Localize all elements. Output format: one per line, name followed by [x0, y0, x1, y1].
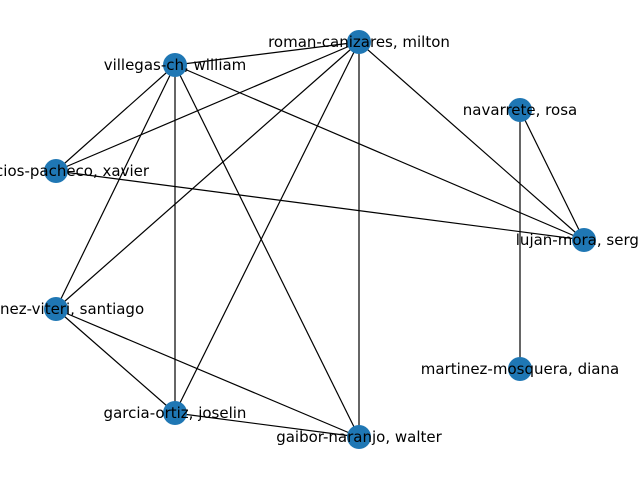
labels-layer: roman-canizares, milton villegas-ch, will… [0, 33, 640, 446]
node-label-garcia: garcia-ortiz, joselin [104, 404, 247, 422]
node-navarrete [508, 98, 532, 122]
node-label-lujan: lujan-mora, sergio [516, 231, 640, 249]
edge-roman-lujan [358, 41, 585, 241]
node-gaibor [347, 425, 371, 449]
node-label-martinez: martinez-mosquera, diana [421, 360, 619, 378]
edge-villegas-jimenez [55, 64, 176, 310]
node-label-villegas: villegas-ch, william [104, 56, 247, 74]
edge-palacios-lujan [55, 170, 585, 241]
edge-villegas-palacios [55, 64, 176, 172]
node-lujan [572, 228, 596, 252]
edge-jimenez-gaibor [55, 308, 360, 438]
node-martinez [508, 357, 532, 381]
edge-villegas-lujan [174, 64, 585, 241]
edge-navarrete-lujan [519, 109, 585, 241]
node-label-jimenez: jimenez-viteri, santiago [0, 300, 144, 318]
node-label-roman: roman-canizares, milton [268, 33, 450, 51]
edge-garcia-gaibor [174, 412, 360, 438]
node-label-gaibor: gaibor-naranjo, walter [276, 428, 442, 446]
node-palacios [44, 159, 68, 183]
edge-roman-palacios [55, 41, 360, 172]
edge-roman-jimenez [55, 41, 360, 310]
node-villegas [163, 53, 187, 77]
node-jimenez [44, 297, 68, 321]
edges-layer [55, 41, 585, 438]
edge-jimenez-garcia [55, 308, 176, 414]
edge-villegas-gaibor [174, 64, 360, 438]
node-label-palacios: palacios-pacheco, xavier [0, 162, 150, 180]
node-label-navarrete: navarrete, rosa [463, 101, 577, 119]
nodes-layer [44, 30, 596, 449]
node-garcia [163, 401, 187, 425]
edge-roman-villegas [174, 41, 360, 66]
node-roman [347, 30, 371, 54]
edge-roman-garcia [174, 41, 360, 414]
